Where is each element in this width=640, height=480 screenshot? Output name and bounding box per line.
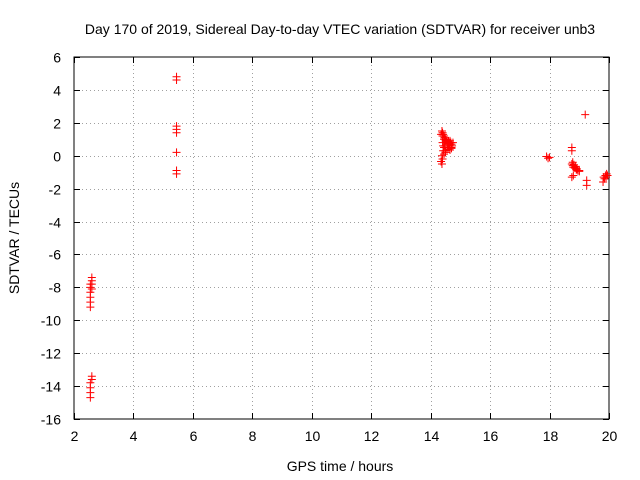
data-point — [599, 178, 608, 187]
y-tick-label: -8 — [49, 280, 62, 296]
data-point — [448, 138, 457, 147]
data-point — [437, 127, 446, 136]
data-point — [87, 372, 96, 381]
x-axis-label: GPS time / hours — [287, 458, 394, 474]
data-point — [440, 141, 449, 150]
data-point — [172, 148, 181, 157]
y-tick-label: -2 — [49, 182, 62, 198]
x-tick-label: 6 — [190, 428, 198, 444]
x-tick-label: 16 — [483, 428, 499, 444]
data-point — [439, 146, 448, 155]
y-tick-label: 4 — [53, 83, 61, 99]
data-point — [172, 128, 181, 137]
data-point — [440, 150, 449, 159]
x-tick-label: 14 — [424, 428, 440, 444]
x-tick-label: 12 — [364, 428, 380, 444]
grid-layer — [74, 57, 609, 419]
x-tick-label: 8 — [249, 428, 257, 444]
x-tick-label: 18 — [543, 428, 559, 444]
data-point — [603, 171, 612, 180]
x-tick-label: 10 — [305, 428, 321, 444]
y-tick-label: -10 — [41, 313, 61, 329]
x-tick-label: 2 — [71, 428, 79, 444]
data-point — [545, 153, 554, 162]
data-point — [172, 169, 181, 178]
data-point — [582, 181, 591, 190]
data-point — [602, 169, 611, 178]
y-tick-label: 6 — [53, 50, 61, 66]
tick-layer: 2 4 6 8 10 12 14 16 18 20 -16 -14 -12 -10 -8 -6 -4 -2 0 2 4 6 — [41, 50, 618, 445]
data-point — [87, 285, 96, 294]
data-point — [581, 110, 590, 119]
data-point — [567, 146, 576, 155]
data-point — [445, 145, 454, 154]
y-axis-label: SDTVAR / TECUs — [6, 182, 22, 294]
chart-title: Day 170 of 2019, Sidereal Day-to-day VTE… — [85, 21, 595, 37]
x-tick-label: 4 — [130, 428, 138, 444]
y-tick-label: -14 — [41, 379, 61, 395]
data-point — [439, 130, 448, 139]
data-point — [437, 151, 446, 160]
y-tick-label: -16 — [41, 412, 61, 428]
data-point — [569, 160, 578, 169]
data-point — [437, 159, 446, 168]
y-tick-label: 0 — [53, 149, 61, 165]
x-tick-label: 20 — [602, 428, 618, 444]
data-point — [544, 154, 553, 163]
data-point — [172, 76, 181, 85]
y-tick-label: -12 — [41, 346, 61, 362]
y-tick-label: -6 — [49, 247, 62, 263]
data-points — [86, 72, 612, 402]
data-point — [447, 144, 456, 153]
data-point — [602, 173, 611, 182]
data-point — [569, 171, 578, 180]
data-point — [575, 166, 584, 175]
y-tick-label: -4 — [49, 215, 62, 231]
y-tick-label: 2 — [53, 116, 61, 132]
data-point — [567, 173, 576, 182]
data-point — [86, 378, 95, 387]
plot-frame — [73, 56, 610, 420]
